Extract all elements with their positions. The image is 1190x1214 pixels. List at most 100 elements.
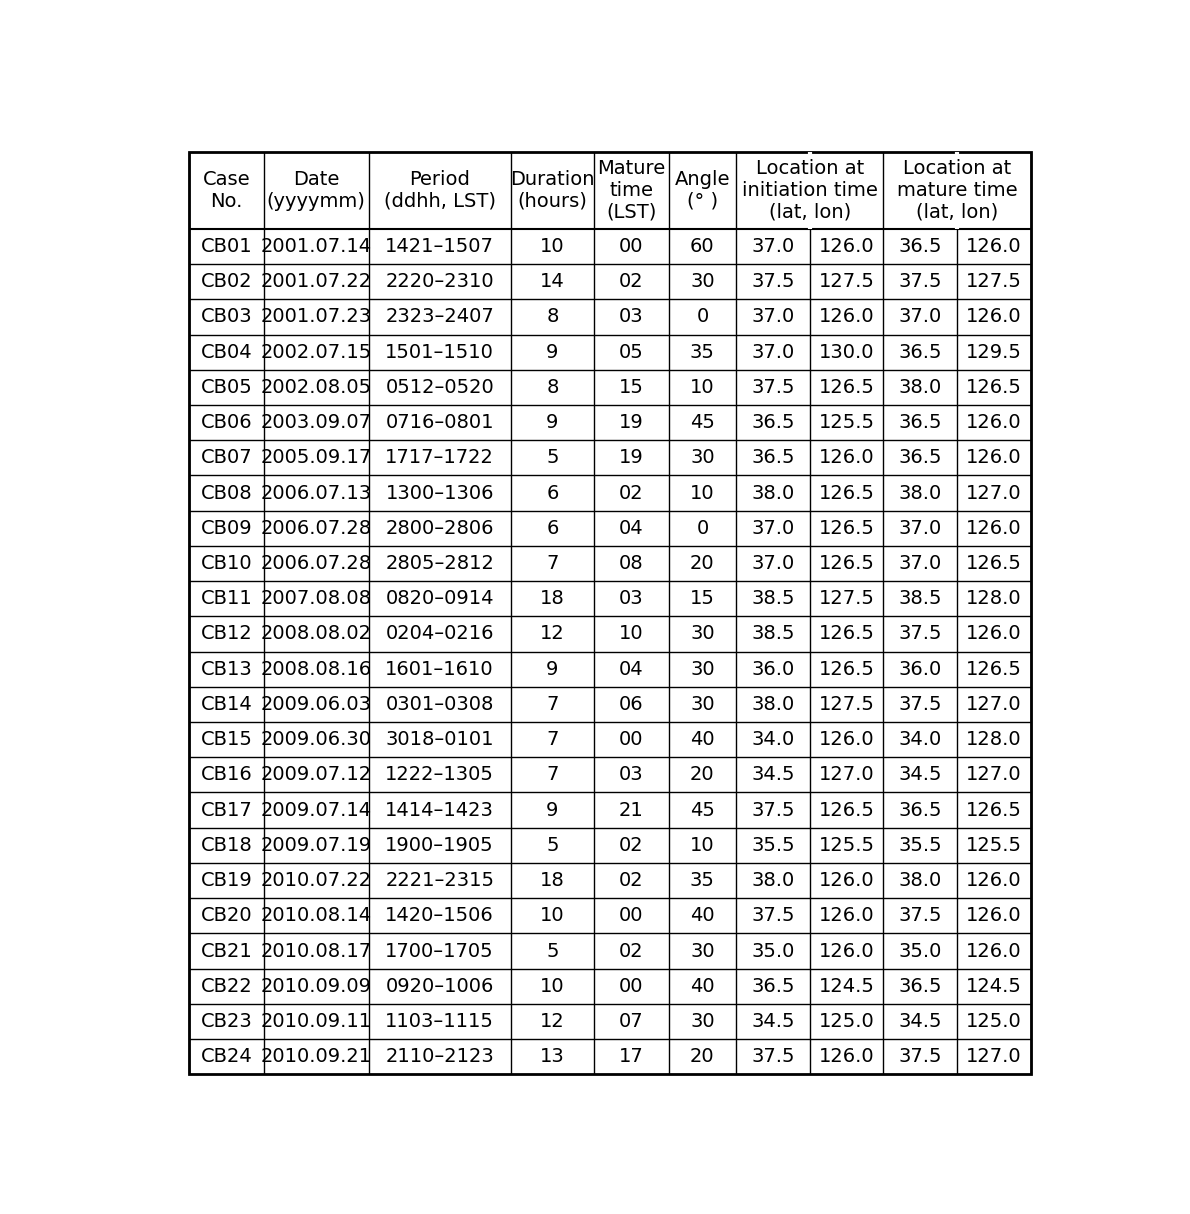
Text: 36.0: 36.0 <box>751 659 795 679</box>
Text: CB02: CB02 <box>200 272 252 291</box>
Text: Angle
(° ): Angle (° ) <box>675 170 731 211</box>
Text: 00: 00 <box>619 730 644 749</box>
Text: 126.0: 126.0 <box>819 448 875 467</box>
Text: 38.0: 38.0 <box>751 483 795 503</box>
Text: 30: 30 <box>690 624 715 643</box>
Text: 2009.07.12: 2009.07.12 <box>261 765 371 784</box>
Text: 35.5: 35.5 <box>898 835 942 855</box>
Text: 126.0: 126.0 <box>966 907 1022 925</box>
Text: 12: 12 <box>540 624 565 643</box>
Text: 5: 5 <box>546 835 558 855</box>
Text: 7: 7 <box>546 694 558 714</box>
Text: 6: 6 <box>546 518 558 538</box>
Text: Duration
(hours): Duration (hours) <box>511 170 595 211</box>
Text: 37.0: 37.0 <box>751 554 795 573</box>
Text: CB13: CB13 <box>200 659 252 679</box>
Text: 35.5: 35.5 <box>751 835 795 855</box>
Text: 127.5: 127.5 <box>819 272 875 291</box>
Text: Location at
mature time
(lat, lon): Location at mature time (lat, lon) <box>897 159 1017 222</box>
Text: 0512–0520: 0512–0520 <box>386 378 494 397</box>
Text: CB01: CB01 <box>200 237 252 256</box>
Text: 125.5: 125.5 <box>819 835 875 855</box>
Text: 15: 15 <box>690 589 715 608</box>
Text: 2010.08.14: 2010.08.14 <box>261 907 371 925</box>
Text: 126.0: 126.0 <box>819 237 875 256</box>
Text: 34.5: 34.5 <box>898 765 942 784</box>
Text: 37.5: 37.5 <box>751 272 795 291</box>
Text: 07: 07 <box>619 1012 644 1031</box>
Text: CB14: CB14 <box>200 694 252 714</box>
Text: 38.0: 38.0 <box>898 483 941 503</box>
Text: 126.0: 126.0 <box>966 872 1022 890</box>
Text: 10: 10 <box>540 237 565 256</box>
Text: 0: 0 <box>696 518 708 538</box>
Text: 37.5: 37.5 <box>751 1048 795 1066</box>
Text: 127.5: 127.5 <box>819 694 875 714</box>
Text: 36.5: 36.5 <box>751 413 795 432</box>
Text: 18: 18 <box>540 872 565 890</box>
Text: 34.0: 34.0 <box>898 730 941 749</box>
Text: 124.5: 124.5 <box>819 977 875 995</box>
Text: 37.0: 37.0 <box>898 554 941 573</box>
Text: 00: 00 <box>619 977 644 995</box>
Text: 1501–1510: 1501–1510 <box>386 342 494 362</box>
Text: 37.5: 37.5 <box>898 624 942 643</box>
Text: 126.5: 126.5 <box>966 554 1022 573</box>
Text: 2003.09.07: 2003.09.07 <box>261 413 371 432</box>
Text: 40: 40 <box>690 977 715 995</box>
Text: 37.0: 37.0 <box>751 518 795 538</box>
Text: 2110–2123: 2110–2123 <box>386 1048 494 1066</box>
Text: 00: 00 <box>619 907 644 925</box>
Text: 126.5: 126.5 <box>819 800 875 819</box>
Text: 2010.07.22: 2010.07.22 <box>261 872 371 890</box>
Text: 2010.09.11: 2010.09.11 <box>261 1012 371 1031</box>
Text: 127.5: 127.5 <box>819 589 875 608</box>
Text: 126.0: 126.0 <box>966 237 1022 256</box>
Text: 2002.08.05: 2002.08.05 <box>261 378 371 397</box>
Text: 125.0: 125.0 <box>819 1012 875 1031</box>
Text: 36.5: 36.5 <box>898 342 942 362</box>
Text: 03: 03 <box>619 307 644 327</box>
Text: 37.0: 37.0 <box>898 307 941 327</box>
Text: 40: 40 <box>690 730 715 749</box>
Text: 04: 04 <box>619 518 644 538</box>
Text: 19: 19 <box>619 448 644 467</box>
Text: 126.5: 126.5 <box>819 624 875 643</box>
Text: 2009.07.14: 2009.07.14 <box>261 800 371 819</box>
Text: 37.5: 37.5 <box>751 800 795 819</box>
Text: 35.0: 35.0 <box>751 942 795 960</box>
Text: 126.0: 126.0 <box>819 872 875 890</box>
Text: 1601–1610: 1601–1610 <box>386 659 494 679</box>
Text: 40: 40 <box>690 907 715 925</box>
Text: 2006.07.28: 2006.07.28 <box>261 518 371 538</box>
Text: 14: 14 <box>540 272 565 291</box>
Text: 2001.07.14: 2001.07.14 <box>261 237 371 256</box>
Text: 35: 35 <box>690 872 715 890</box>
Text: 37.0: 37.0 <box>751 237 795 256</box>
Text: 125.0: 125.0 <box>966 1012 1022 1031</box>
Text: CB11: CB11 <box>200 589 252 608</box>
Text: 126.5: 126.5 <box>819 659 875 679</box>
Text: 126.5: 126.5 <box>819 518 875 538</box>
Text: 37.5: 37.5 <box>898 1048 942 1066</box>
Text: CB05: CB05 <box>200 378 252 397</box>
Text: Case
No.: Case No. <box>202 170 250 211</box>
Text: CB21: CB21 <box>200 942 252 960</box>
Text: 9: 9 <box>546 800 558 819</box>
Text: 127.0: 127.0 <box>966 483 1022 503</box>
Text: 02: 02 <box>619 483 644 503</box>
Text: 36.0: 36.0 <box>898 659 941 679</box>
Text: 1900–1905: 1900–1905 <box>386 835 494 855</box>
Text: 126.5: 126.5 <box>819 554 875 573</box>
Text: 0301–0308: 0301–0308 <box>386 694 494 714</box>
Text: 2005.09.17: 2005.09.17 <box>261 448 371 467</box>
Text: 126.0: 126.0 <box>966 624 1022 643</box>
Text: 38.0: 38.0 <box>898 378 941 397</box>
Text: 9: 9 <box>546 342 558 362</box>
Text: 127.0: 127.0 <box>966 694 1022 714</box>
Text: 2008.08.02: 2008.08.02 <box>261 624 371 643</box>
Text: 0: 0 <box>696 307 708 327</box>
Text: 126.5: 126.5 <box>819 483 875 503</box>
Text: 17: 17 <box>619 1048 644 1066</box>
Text: CB16: CB16 <box>200 765 252 784</box>
